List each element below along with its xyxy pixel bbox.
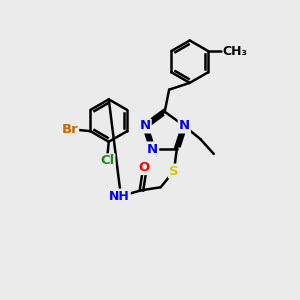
Text: O: O xyxy=(139,161,150,174)
Text: NH: NH xyxy=(109,190,130,202)
Text: N: N xyxy=(140,119,151,133)
Text: CH₃: CH₃ xyxy=(223,45,248,58)
Text: Cl: Cl xyxy=(100,154,114,167)
Text: Br: Br xyxy=(61,123,78,136)
Text: N: N xyxy=(179,119,190,133)
Text: N: N xyxy=(147,142,158,155)
Text: S: S xyxy=(169,165,179,178)
